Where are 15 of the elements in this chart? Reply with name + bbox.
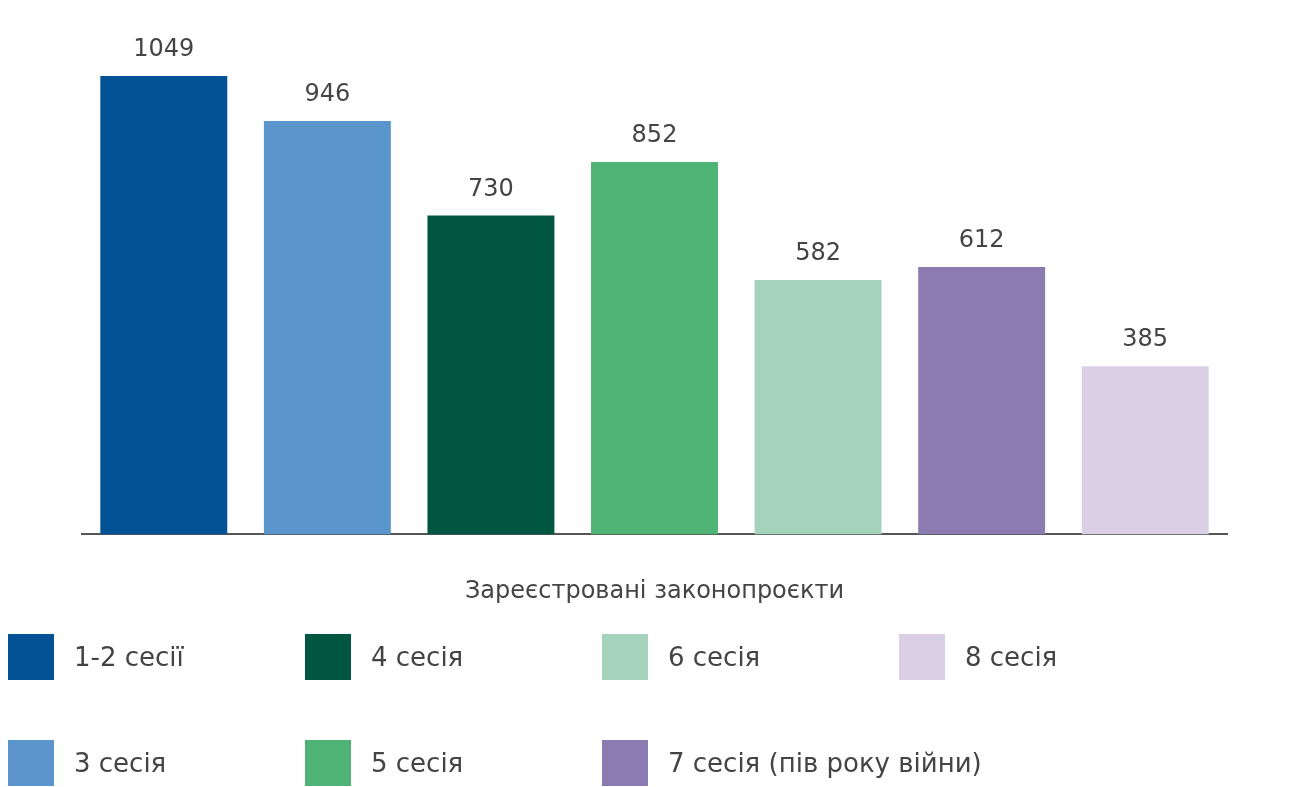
legend-label: 5 сесія: [371, 748, 464, 778]
legend-label: 7 сесія (пів року війни): [668, 748, 982, 778]
data-label: 730: [468, 173, 514, 202]
legend-label: 4 сесія: [371, 642, 464, 672]
legend-label: 3 сесія: [74, 748, 167, 778]
data-label: 946: [304, 79, 351, 108]
data-label: 852: [631, 120, 678, 149]
data-label: 385: [1122, 324, 1169, 353]
data-label: 612: [958, 225, 1005, 254]
data-label: 1049: [133, 34, 195, 63]
data-label: 582: [795, 238, 841, 267]
legend-label: 1-2 сесії: [74, 642, 184, 672]
legend-label: 6 сесія: [668, 642, 761, 672]
legend-label: 8 сесія: [965, 642, 1058, 672]
x-axis-title: Зареєстровані законопроєкти: [464, 575, 845, 604]
